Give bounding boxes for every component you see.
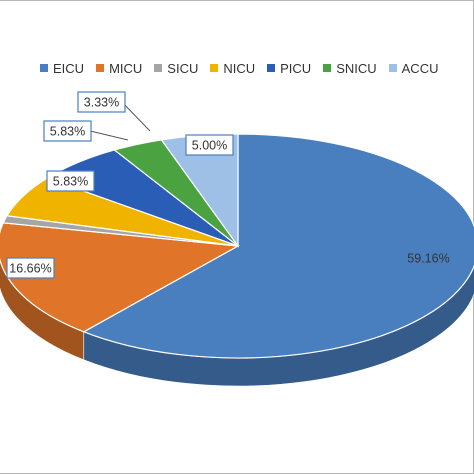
data-label-accu: 5.00% (185, 134, 234, 156)
legend-item-accu: ACCU (388, 60, 439, 76)
legend-label: PICU (280, 60, 312, 76)
pie-slices (0, 133, 474, 359)
data-label-box (185, 134, 234, 156)
legend-label: SICU (167, 60, 199, 76)
legend-swatch (40, 64, 48, 72)
legend-item-snicu: SNICU (323, 60, 377, 76)
data-label-eicu: 59.16% (407, 252, 449, 266)
leader-line-picu (85, 129, 129, 141)
legend-label: ACCU (401, 60, 439, 76)
data-label-text: 3.33% (84, 96, 119, 110)
legend-item-picu: PICU (267, 61, 311, 76)
legend-item-micu: MICU (96, 61, 142, 76)
data-label-box (77, 91, 126, 113)
data-label-picu: 5.83% (43, 120, 92, 142)
data-label-text: 5.00% (192, 139, 227, 153)
legend-swatch (323, 64, 332, 72)
data-label-text: 5.83% (53, 175, 88, 189)
legend-label: EICU (53, 60, 85, 76)
data-label-micu: 16.66% (6, 257, 55, 279)
pie-slice-micu (0, 222, 240, 333)
data-label-box (46, 170, 95, 192)
data-label-text: 59.16% (407, 252, 449, 266)
data-labels: 59.16% 16.66% 5.83% 5.83% 3.33% 5.00% (6, 91, 450, 279)
data-label-text: 5.83% (50, 125, 85, 139)
data-label-box (6, 257, 55, 279)
legend-swatch (388, 64, 397, 72)
legend-item-nicu: NICU (210, 61, 255, 76)
legend-item-eicu: EICU (40, 61, 84, 76)
legend-swatch (267, 64, 276, 72)
pie-slice-eicu (82, 133, 474, 359)
data-label-text: 16.66% (9, 262, 51, 276)
data-label-nicu: 5.83% (46, 170, 95, 192)
data-label-box (43, 120, 92, 142)
legend-label: NICU (223, 60, 256, 76)
legend-label: SNICU (336, 60, 377, 76)
legend-label: MICU (109, 60, 143, 76)
legend-swatch (154, 64, 163, 72)
data-label-snicu: 3.33% (77, 91, 126, 113)
chart-legend: EICU MICU SICU NICU PICU SNICU ACCU (40, 59, 440, 77)
legend-item-sicu: SICU (154, 61, 198, 76)
legend-swatch (96, 64, 105, 72)
legend-swatch (210, 64, 219, 72)
